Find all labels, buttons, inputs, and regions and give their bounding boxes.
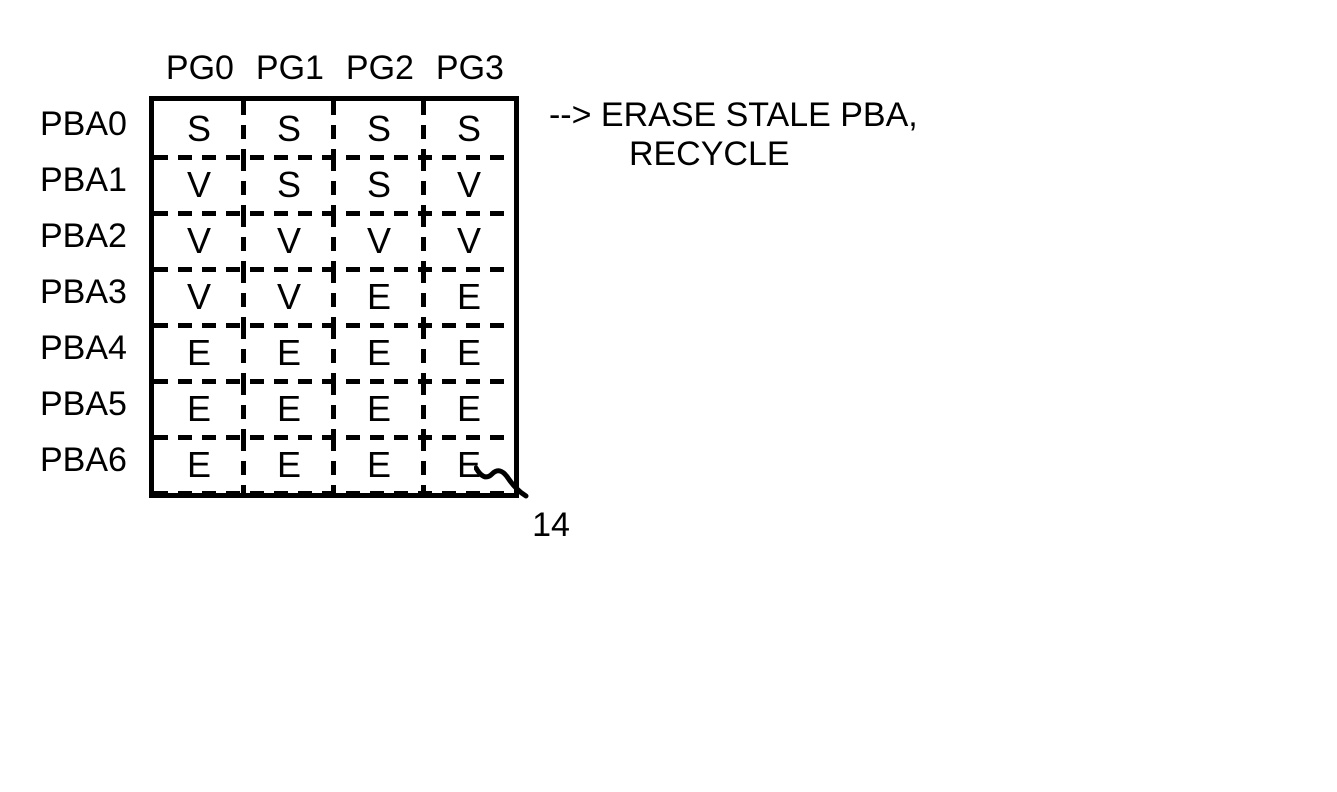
arrow-icon: --> (549, 96, 592, 134)
table-row: V V E E (154, 269, 514, 325)
grid-cell: V (154, 213, 244, 269)
grid-cell: V (334, 213, 424, 269)
grid-cell: V (154, 157, 244, 213)
annotation-text-1: ERASE STALE PBA, (601, 96, 918, 134)
table-row: V S S V (154, 157, 514, 213)
spacer (40, 40, 131, 96)
table-row: S S S S (154, 101, 514, 157)
column-header: PG0 (155, 49, 245, 88)
grid-cell: E (424, 269, 514, 325)
layout-wrapper: PBA0 PBA1 PBA2 PBA3 PBA4 PBA5 PBA6 PG0 P… (40, 40, 918, 498)
grid-cell: S (334, 157, 424, 213)
column-header: PG1 (245, 49, 335, 88)
table-row: E E E E (154, 325, 514, 381)
row-label: PBA4 (40, 320, 131, 376)
reference-number: 14 (532, 506, 570, 545)
grid-cell: E (244, 381, 334, 437)
grid-cell: E (334, 437, 424, 493)
grid-cell: E (424, 325, 514, 381)
grid-cell: E (154, 325, 244, 381)
grid-cell: E (244, 437, 334, 493)
pba-diagram: PBA0 PBA1 PBA2 PBA3 PBA4 PBA5 PBA6 PG0 P… (40, 40, 918, 498)
annotation-line-2: RECYCLE (549, 135, 918, 174)
grid-cell: S (334, 101, 424, 157)
table-row: V V V V (154, 213, 514, 269)
annotation-text: --> ERASE STALE PBA, RECYCLE (549, 40, 918, 174)
grid-cell: E (334, 269, 424, 325)
annotation-line-1: --> ERASE STALE PBA, (549, 96, 918, 135)
row-label: PBA2 (40, 208, 131, 264)
column-header: PG3 (425, 49, 515, 88)
row-label: PBA0 (40, 96, 131, 152)
grid-cell: V (424, 213, 514, 269)
grid-cell: V (424, 157, 514, 213)
column-headers: PG0 PG1 PG2 PG3 (149, 40, 519, 96)
grid-cell: E (334, 381, 424, 437)
grid-cell: E (334, 325, 424, 381)
row-labels-column: PBA0 PBA1 PBA2 PBA3 PBA4 PBA5 PBA6 (40, 40, 131, 488)
row-label: PBA3 (40, 264, 131, 320)
column-header: PG2 (335, 49, 425, 88)
grid-cell: S (154, 101, 244, 157)
grid-cell: S (244, 157, 334, 213)
grid-cell: E (154, 437, 244, 493)
grid-cell: S (244, 101, 334, 157)
table-row: E E E E (154, 381, 514, 437)
row-label: PBA5 (40, 376, 131, 432)
grid-section: PG0 PG1 PG2 PG3 S S S S V S S V (149, 40, 519, 498)
grid-cell: E (154, 381, 244, 437)
squiggle-connector-icon (474, 464, 534, 509)
pba-grid-table: S S S S V S S V V V V V V (149, 96, 519, 498)
grid-cell: V (244, 269, 334, 325)
table-row: E E E E (154, 437, 514, 493)
grid-cell: E (244, 325, 334, 381)
grid-cell: V (244, 213, 334, 269)
row-label: PBA6 (40, 432, 131, 488)
grid-cell: S (424, 101, 514, 157)
grid-cell: V (154, 269, 244, 325)
row-label: PBA1 (40, 152, 131, 208)
grid-cell: E (424, 381, 514, 437)
